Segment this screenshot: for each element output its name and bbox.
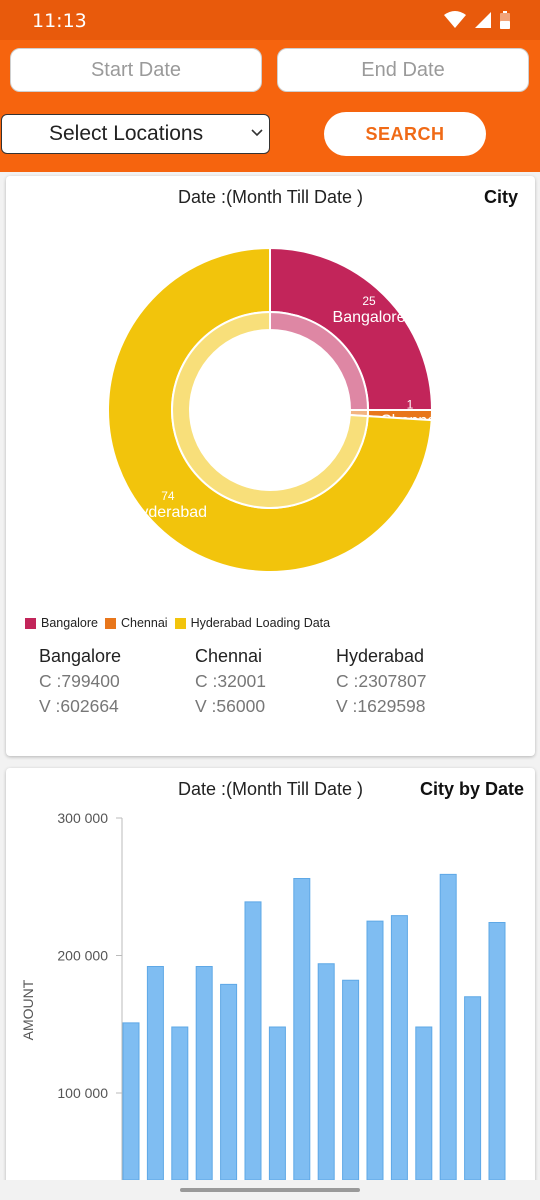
legend-label-bangalore: Bangalore — [41, 616, 98, 630]
donut-value-label: 1 — [407, 397, 414, 411]
status-icons — [444, 11, 510, 29]
battery-icon — [500, 11, 510, 29]
status-time: 11:13 — [32, 10, 87, 32]
bar[interactable] — [268, 1026, 286, 1180]
legend-item-hyderabad[interactable]: Hyderabad — [174, 616, 252, 630]
city-card-title: City — [483, 187, 518, 207]
legend-item-bangalore[interactable]: Bangalore — [25, 616, 98, 630]
stat-city-name: Bangalore — [39, 646, 122, 666]
bar[interactable] — [366, 920, 384, 1180]
filter-header: Start Date End Date Select Locations SEA… — [0, 40, 540, 172]
donut-category-label: Bangalore — [333, 309, 406, 326]
bar[interactable] — [415, 1026, 433, 1180]
home-gesture-handle[interactable] — [180, 1188, 360, 1192]
legend-swatch-hyderabad — [174, 617, 186, 629]
chevron-down-icon — [251, 129, 263, 137]
city-legend: Bangalore Chennai Hyderabad Loading Data — [25, 616, 330, 630]
bar[interactable] — [464, 996, 482, 1180]
bar[interactable] — [439, 873, 457, 1180]
navigation-bar — [0, 1180, 540, 1200]
stat-city-name: Chennai — [195, 646, 263, 666]
stat-v-value: V :56000 — [195, 696, 266, 716]
legend-item-chennai[interactable]: Chennai — [105, 616, 168, 630]
y-tick-label: 200 000 — [57, 948, 108, 964]
stat-v-value: V :1629598 — [336, 696, 426, 716]
stat-c-value: C :799400 — [39, 671, 120, 691]
city-donut-chart: 25Bangalore1Chennai74Hyderabad — [107, 246, 440, 573]
loading-data-label: Loading Data — [255, 616, 331, 630]
donut-category-label: Hyderabad — [129, 504, 207, 521]
location-select-label: Select Locations — [49, 122, 204, 145]
donut-value-label: 74 — [161, 489, 175, 503]
donut-value-label: 25 — [362, 294, 376, 308]
bar[interactable] — [293, 878, 311, 1181]
bar[interactable] — [146, 966, 164, 1181]
legend-swatch-chennai — [105, 617, 116, 629]
stat-c-value: C :32001 — [195, 671, 267, 691]
bar[interactable] — [171, 1026, 189, 1180]
bar[interactable] — [220, 983, 238, 1180]
stat-c-value: C :2307807 — [336, 671, 427, 691]
bar[interactable] — [317, 963, 335, 1180]
stat-hyderabad: Hyderabad C :2307807 V :1629598 — [336, 646, 427, 717]
city-by-date-card: Date :(Month Till Date ) City by Date 10… — [6, 768, 535, 1200]
search-button[interactable]: SEARCH — [324, 112, 486, 156]
wifi-icon — [444, 11, 466, 28]
stat-city-name: Hyderabad — [336, 646, 425, 666]
bar[interactable] — [390, 915, 408, 1180]
bar[interactable] — [195, 966, 213, 1181]
legend-label-hyderabad: Hyderabad — [190, 616, 252, 630]
stat-v-value: V :602664 — [39, 696, 119, 716]
location-select[interactable]: Select Locations — [1, 114, 270, 154]
y-axis-label: AMOUNT — [20, 979, 36, 1040]
bar[interactable] — [488, 922, 506, 1181]
date-card-title: City by Date — [419, 779, 524, 799]
date-card-date-label: Date :(Month Till Date ) — [177, 779, 364, 799]
signal-icon — [475, 12, 491, 28]
donut-inner-ring-hyderabad — [171, 310, 369, 509]
stat-chennai: Chennai C :32001 V :56000 — [195, 646, 266, 717]
city-by-date-bar-chart: 100 000 200 000 300 000 AMOUNT — [20, 810, 506, 1181]
stat-bangalore: Bangalore C :799400 V :602664 — [39, 646, 121, 717]
bar[interactable] — [342, 979, 360, 1180]
bar[interactable] — [244, 901, 262, 1180]
legend-label-chennai: Chennai — [121, 616, 168, 630]
status-bar: 11:13 — [0, 0, 540, 40]
bar[interactable] — [122, 1022, 140, 1180]
y-tick-label: 300 000 — [57, 810, 108, 826]
end-date-field[interactable]: End Date — [277, 48, 529, 92]
legend-swatch-bangalore — [25, 617, 36, 629]
start-date-field[interactable]: Start Date — [10, 48, 262, 92]
city-card: Date :(Month Till Date ) City 25 Bangalor… — [6, 176, 535, 756]
y-tick-label: 100 000 — [57, 1085, 108, 1101]
city-card-date-label: Date :(Month Till Date ) — [177, 187, 364, 207]
